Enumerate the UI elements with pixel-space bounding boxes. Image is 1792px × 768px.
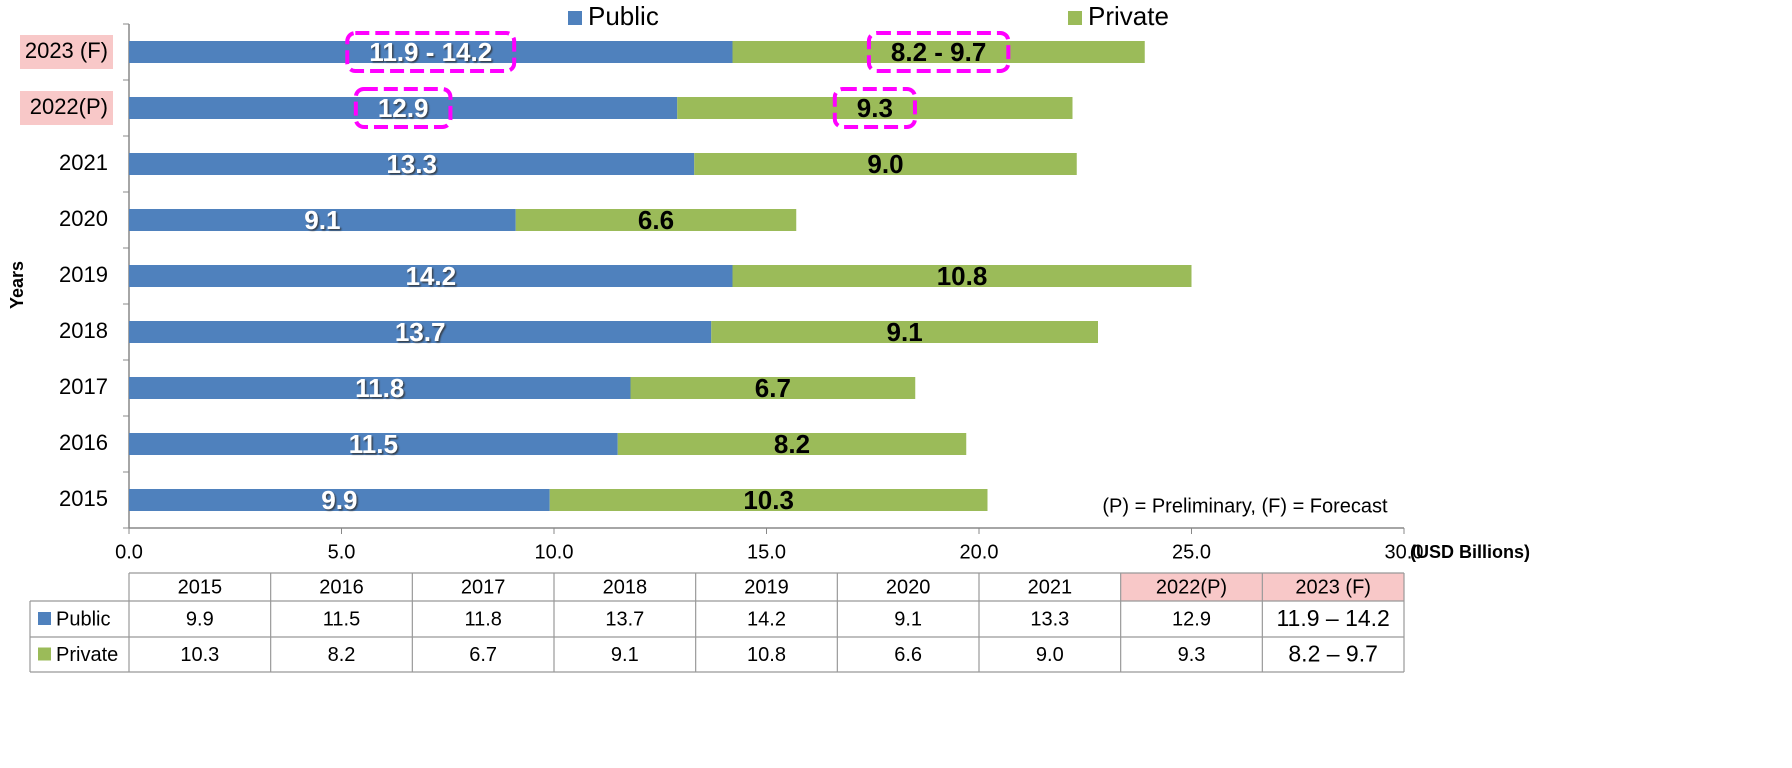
x-tick-label: 5.0 bbox=[328, 541, 356, 563]
table-cell: 6.6 bbox=[894, 644, 922, 666]
legend-swatch bbox=[1068, 11, 1082, 25]
data-label: 9.1 bbox=[887, 317, 923, 347]
table-cell: 14.2 bbox=[747, 608, 786, 630]
bar-segment bbox=[515, 209, 797, 231]
x-tick-label: 0.0 bbox=[115, 541, 143, 563]
table-swatch bbox=[38, 612, 51, 625]
table-header: 2020 bbox=[886, 576, 931, 598]
data-label: 14.2 bbox=[405, 261, 456, 291]
bar-segment bbox=[549, 489, 988, 511]
bar-segment bbox=[129, 209, 516, 231]
bar-segment bbox=[711, 321, 1098, 343]
category-highlight bbox=[20, 91, 113, 125]
table-header: 2016 bbox=[319, 576, 364, 598]
bar-segment bbox=[129, 489, 550, 511]
table-cell: 11.5 bbox=[323, 608, 360, 630]
table-header: 2021 bbox=[1028, 576, 1073, 598]
table-header: 2017 bbox=[461, 576, 506, 598]
table-header-highlight bbox=[1120, 573, 1263, 601]
x-tick-label: 15.0 bbox=[747, 541, 786, 563]
table-cell: 13.3 bbox=[1030, 608, 1069, 630]
y-tick-label: 2019 bbox=[59, 262, 108, 287]
table-cell: 9.1 bbox=[611, 644, 639, 666]
bar-segment bbox=[129, 433, 618, 455]
table-header: 2022(P) bbox=[1156, 576, 1227, 598]
table-cell: 6.7 bbox=[469, 644, 497, 666]
table-cell: 9.3 bbox=[1178, 644, 1206, 666]
category-highlight bbox=[20, 35, 113, 69]
y-tick-label: 2018 bbox=[59, 318, 108, 343]
table-header: 2023 (F) bbox=[1295, 576, 1371, 598]
data-label: 11.5 bbox=[349, 429, 398, 459]
data-label: 9.1 bbox=[304, 205, 340, 235]
data-label: 11.8 bbox=[355, 373, 404, 403]
table-cell: 12.9 bbox=[1172, 608, 1211, 630]
bar-segment bbox=[129, 321, 712, 343]
table-header-highlight bbox=[1262, 573, 1404, 601]
bar-segment bbox=[129, 41, 733, 63]
highlight-box bbox=[353, 87, 453, 129]
table-header: 2015 bbox=[178, 576, 223, 598]
table-cell: 10.3 bbox=[180, 644, 219, 666]
data-label: 6.6 bbox=[638, 205, 674, 235]
data-label: 12.9 bbox=[378, 93, 429, 123]
table-header: 2019 bbox=[744, 576, 789, 598]
data-label: 13.3 bbox=[386, 149, 437, 179]
table-cell: 11.8 bbox=[464, 608, 501, 630]
table-cell: 10.8 bbox=[747, 644, 786, 666]
data-label: 10.3 bbox=[743, 485, 794, 515]
y-tick-label: 2016 bbox=[59, 430, 108, 455]
y-tick-label: 2015 bbox=[59, 486, 108, 511]
data-label: 10.8 bbox=[937, 261, 988, 291]
bar-segment bbox=[677, 97, 1073, 119]
bar-segment bbox=[732, 265, 1192, 287]
x-tick-label: 20.0 bbox=[960, 541, 999, 563]
y-tick-label: 2020 bbox=[59, 206, 108, 231]
table-cell: 8.2 – 9.7 bbox=[1288, 641, 1378, 667]
table-cell: 13.7 bbox=[605, 608, 644, 630]
legend-label: Public bbox=[588, 1, 659, 31]
table-cell: 9.0 bbox=[1036, 644, 1064, 666]
y-tick-label: 2017 bbox=[59, 374, 108, 399]
table-cell: 8.2 bbox=[328, 644, 356, 666]
data-label: 9.3 bbox=[857, 93, 893, 123]
table-row-label: Private bbox=[56, 644, 118, 666]
y-tick-label: 2021 bbox=[59, 150, 108, 175]
bar-segment bbox=[630, 377, 916, 399]
table-cell: 11.9 – 14.2 bbox=[1276, 605, 1389, 631]
table-cell: 9.9 bbox=[186, 608, 214, 630]
highlight-box bbox=[345, 31, 517, 73]
y-tick-label: 2022(P) bbox=[30, 94, 108, 119]
data-label: 9.9 bbox=[321, 485, 357, 515]
table-row-label: Public bbox=[56, 608, 110, 630]
data-label: 6.7 bbox=[755, 373, 791, 403]
data-label: 8.2 bbox=[774, 429, 810, 459]
bar-segment bbox=[129, 377, 631, 399]
bar-segment bbox=[694, 153, 1077, 175]
x-axis-label: (USD Billions) bbox=[1410, 542, 1530, 562]
highlight-box bbox=[866, 31, 1011, 73]
legend-label: Private bbox=[1088, 1, 1169, 31]
x-tick-label: 30.0 bbox=[1385, 541, 1424, 563]
legend-swatch bbox=[568, 11, 582, 25]
bar-segment bbox=[129, 153, 695, 175]
annotation: (P) = Preliminary, (F) = Forecast bbox=[1102, 495, 1388, 517]
table-swatch bbox=[38, 647, 51, 661]
y-axis-label: Years bbox=[7, 261, 27, 309]
data-label: 9.0 bbox=[867, 149, 903, 179]
data-label: 11.9 - 14.2 bbox=[369, 37, 492, 67]
bar-segment bbox=[732, 41, 1145, 63]
table-cell: 9.1 bbox=[894, 608, 922, 630]
bar-segment bbox=[129, 97, 678, 119]
data-label: 13.7 bbox=[395, 317, 446, 347]
bar-segment bbox=[617, 433, 967, 455]
table-header: 2018 bbox=[603, 576, 648, 598]
bar-segment bbox=[129, 265, 733, 287]
x-tick-label: 10.0 bbox=[535, 541, 574, 563]
y-tick-label: 2023 (F) bbox=[25, 38, 108, 63]
x-tick-label: 25.0 bbox=[1172, 541, 1211, 563]
data-label: 8.2 - 9.7 bbox=[891, 37, 986, 67]
highlight-box bbox=[832, 87, 917, 129]
